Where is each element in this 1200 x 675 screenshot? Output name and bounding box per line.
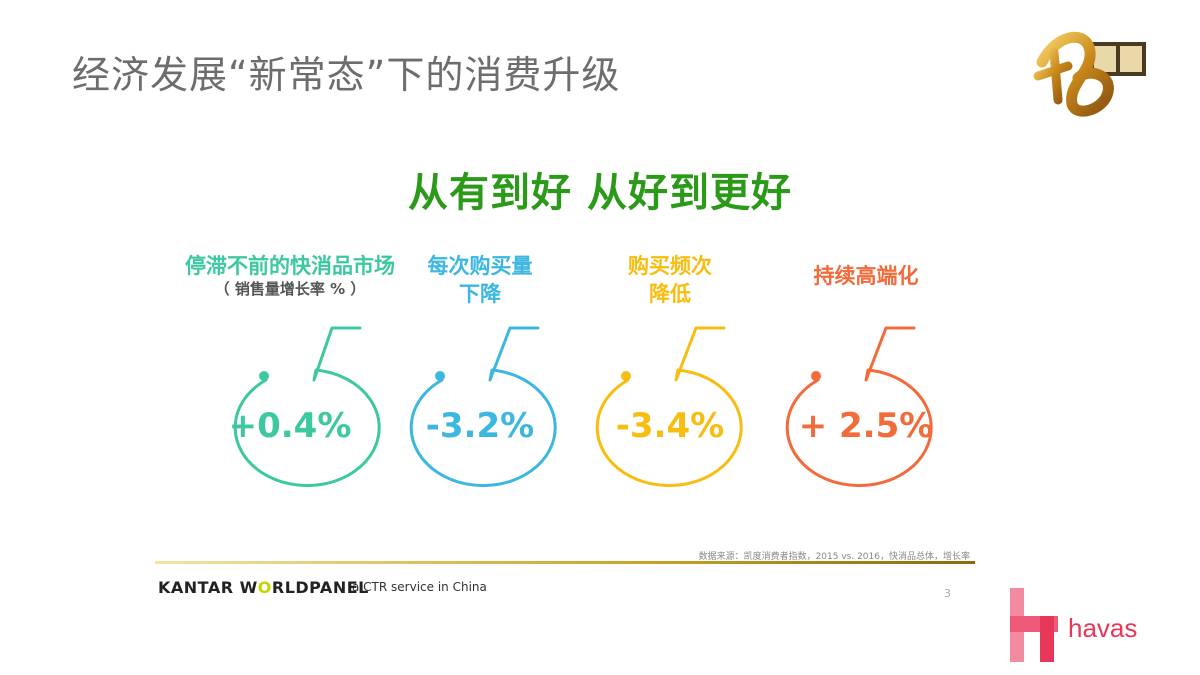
metric-value: + 2.5%	[798, 406, 934, 446]
metric-note: （ 销售量增长率 % ）	[214, 280, 366, 298]
speech-bubble-graphic	[409, 326, 557, 488]
metric-label-line2: 降低	[649, 282, 691, 306]
metric-label: 持续高端化	[813, 264, 919, 288]
page-title: 经济发展“新常态”下的消费升级	[72, 53, 621, 97]
kantar-tagline: a CTR service in China	[352, 580, 487, 594]
speech-bubble-graphic	[785, 326, 933, 488]
footer-divider	[155, 561, 975, 564]
metric-label: 停滞不前的快消品市场	[185, 254, 395, 278]
havas-wordmark: havas	[1068, 613, 1138, 643]
metric-value: -3.2%	[425, 406, 535, 446]
metric-label-line2: 下降	[459, 282, 501, 306]
slide-subtitle: 从有到好 从好到更好	[408, 170, 792, 216]
metric-label: 每次购买量	[427, 254, 533, 278]
speech-bubble-graphic	[595, 326, 743, 488]
data-source-note: 数据来源：凯度消费者指数，2015 vs. 2016，快消品总体，增长率	[698, 552, 970, 562]
metric-value: +0.4%	[228, 406, 352, 446]
page-number: 3	[944, 587, 951, 600]
speech-bubble-graphic	[233, 326, 381, 488]
kantar-worldpanel-logo: KANTAR WORLDPANEL	[158, 578, 369, 597]
fulinmen-logo	[1033, 31, 1146, 117]
havas-logo-mark	[1010, 588, 1058, 662]
metric-label: 购买频次	[628, 254, 712, 278]
metric-value: -3.4%	[615, 406, 725, 446]
